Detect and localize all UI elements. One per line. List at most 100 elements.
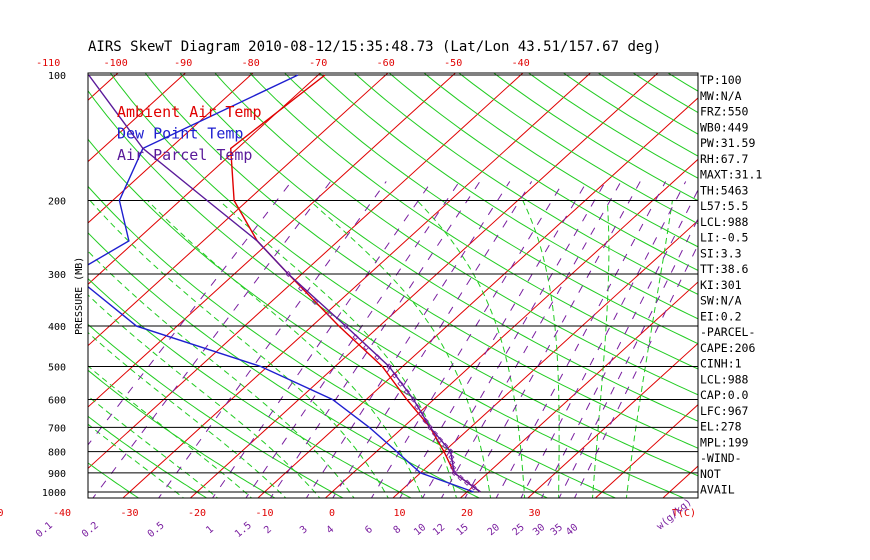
isotherm-line [392, 219, 698, 498]
moist-adiabat-line [522, 200, 560, 498]
top-temp-tick-label: -60 [377, 58, 395, 69]
isotherm-line [88, 73, 187, 163]
isotherm-line [527, 342, 698, 498]
mixing-ratio-line [520, 181, 687, 498]
stat-entry: EI:0.2 [700, 309, 742, 323]
axis-ticks: 1002003004005006007008009001000-120-110-… [0, 58, 580, 540]
mixing-ratio-line [332, 181, 533, 498]
mixing-ratio-tick-label: 12 [431, 522, 447, 538]
moist-adiabat-line [219, 200, 457, 498]
isotherm-line [88, 73, 322, 285]
isotherm-line [594, 404, 698, 498]
stat-entry: WB0:449 [700, 120, 749, 134]
bottom-temp-tick-label: -20 [188, 508, 206, 519]
moist-adiabat-line [88, 365, 253, 498]
parcel-marker [298, 285, 305, 292]
moist-adiabat-line [88, 395, 219, 498]
stat-entry: MW:N/A [700, 89, 742, 103]
mixing-ratio-tick-label: 20 [486, 522, 502, 538]
parcel-marker [442, 442, 449, 449]
legend-entry: Dew Point Temp [117, 125, 243, 143]
mixing-ratio-tick-label: 0.5 [146, 520, 167, 540]
mixing-ratio-tick-label: 40 [564, 522, 580, 538]
dry-adiabat-line [527, 73, 698, 179]
stat-entry: TH:5463 [700, 183, 749, 197]
parcel-marker [374, 354, 381, 361]
stat-entry: RH:67.7 [700, 152, 749, 166]
stat-entry: -PARCEL- [700, 325, 755, 339]
isotherm-line [122, 73, 592, 498]
stat-entry: KI:301 [700, 278, 742, 292]
parcel-marker [436, 436, 444, 443]
isotherm-line [459, 281, 698, 498]
moist-adiabat-line [416, 200, 526, 498]
parcel-marker [431, 430, 438, 437]
stat-entry: FRZ:550 [700, 105, 749, 119]
parcel-marker [457, 474, 464, 481]
bottom-temp-tick-label: -40 [53, 508, 71, 519]
dry-adiabat-line [0, 66, 5, 500]
series-line-1 [229, 74, 481, 493]
dry-adiabat-line [667, 73, 698, 92]
dry-adiabat-line [109, 73, 698, 477]
dry-adiabat-line [88, 89, 685, 498]
mixing-ratio-tick-label: 1.5 [233, 520, 254, 540]
mixing-ratio-line [88, 181, 292, 446]
mixing-ratio-tick-label: 15 [455, 522, 471, 538]
stat-entry: TP:100 [700, 73, 742, 87]
top-temp-tick-label: -100 [104, 58, 128, 69]
mixing-ratio-line [399, 181, 588, 498]
parcel-marker [391, 372, 398, 379]
pressure-tick-label: 100 [48, 71, 66, 82]
stat-entry: LFC:967 [700, 404, 749, 418]
moist-adiabat-line [88, 331, 287, 498]
dry-adiabat-line [458, 73, 698, 225]
mixing-ratio-line [269, 181, 481, 498]
parcel-marker [386, 363, 393, 370]
parcel-marker [414, 403, 421, 410]
isotherm-line [88, 73, 457, 408]
parcel-marker [426, 424, 434, 431]
dry-adiabat-line [88, 277, 413, 498]
isotherm-line [0, 66, 58, 501]
pressure-tick-label: 700 [48, 423, 66, 434]
bottom-temp-tick-label: 30 [528, 508, 540, 519]
legend-entry: Air Parcel Temp [117, 146, 252, 164]
stat-entry: -WIND- [700, 451, 742, 465]
stat-entry: LCL:988 [700, 215, 749, 229]
mixing-ratio-tick-label: 3 [298, 524, 310, 536]
isotherm-line [88, 73, 254, 224]
moist-adiabat-line [88, 250, 355, 498]
parcel-marker [342, 322, 349, 330]
bottom-temp-tick-label: -30 [120, 508, 138, 519]
pressure-tick-label: 900 [48, 469, 66, 480]
dry-adiabat-line [88, 185, 549, 498]
dry-adiabat-line [492, 73, 698, 202]
stat-entry: L57:5.5 [700, 199, 748, 213]
parcel-marker [470, 484, 477, 491]
dry-adiabat-line [88, 232, 481, 498]
stat-entry: TT:38.6 [700, 262, 749, 276]
bottom-temp-tick-label: -10 [255, 508, 273, 519]
mixing-ratio-tick-label: 30 [531, 522, 547, 538]
stat-entry: LI:-0.5 [700, 231, 748, 245]
legend: Ambient Air Temp Dew Point Temp Air Parcel… [117, 103, 262, 164]
y-axis-label: PRESSURE (MB) [74, 257, 85, 335]
isotherm-line [88, 73, 524, 470]
isotherm-line [257, 97, 698, 498]
dry-adiabat-line [88, 462, 140, 498]
parcel-marker [464, 479, 471, 486]
stat-entry: SW:N/A [700, 294, 742, 308]
dry-adiabat-line [353, 73, 698, 295]
parcel-marker [285, 270, 292, 278]
chart-title: AIRS SkewT Diagram 2010-08-12/15:35:48.7… [88, 39, 661, 55]
mixing-ratio-tick-label: 25 [511, 522, 527, 538]
isotherm-line [189, 73, 659, 498]
parcel-marker [422, 417, 429, 424]
moist-adiabat-line [625, 200, 673, 498]
mixing-ratio-line [158, 181, 387, 498]
stat-entry: NOT [700, 467, 721, 481]
mixing-ratio-tick-label: 4 [325, 524, 337, 536]
stat-entry: PW:31.59 [700, 136, 755, 150]
isotherm-line [662, 465, 698, 498]
